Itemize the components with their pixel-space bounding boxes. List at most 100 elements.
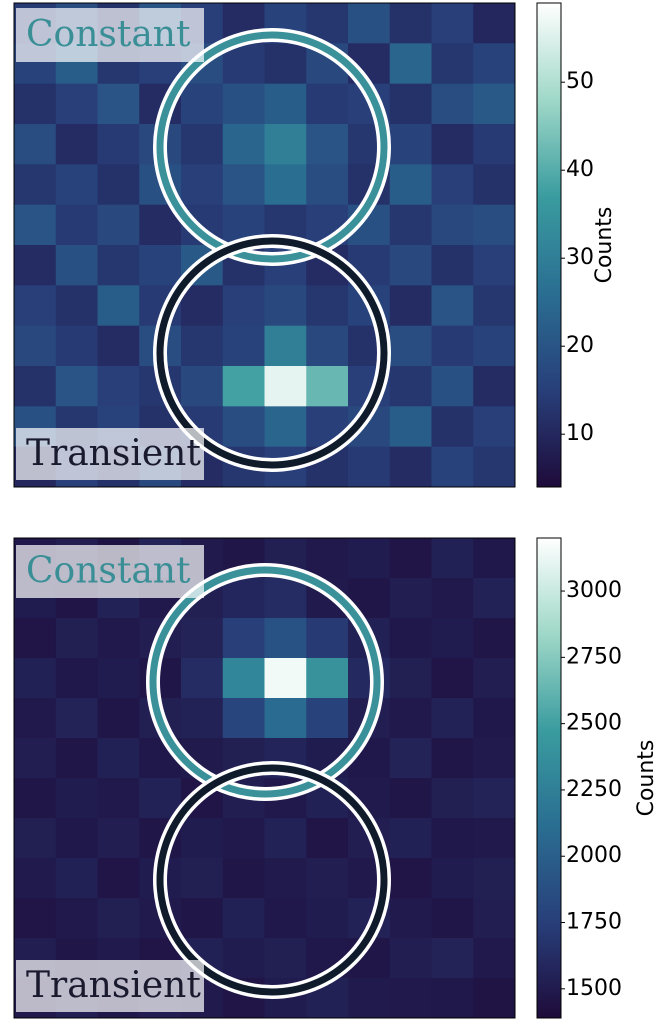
heatmap-cell	[389, 978, 432, 1019]
colorbar-tick-label: 2000	[566, 843, 622, 868]
heatmap-cell	[473, 818, 516, 859]
heatmap-cell	[222, 938, 265, 979]
heatmap-cell	[55, 738, 98, 779]
colorbar-label: Counts	[634, 740, 659, 817]
heatmap-cell	[181, 898, 224, 939]
heatmap-cell	[431, 446, 474, 488]
colorbar-tick-label: 2750	[566, 644, 622, 669]
annotation: Transient	[26, 433, 201, 474]
heatmap-cell	[14, 204, 57, 246]
colorbar-tick-label: 1500	[566, 976, 622, 1001]
heatmap-cell	[139, 245, 182, 286]
heatmap-cell	[431, 858, 474, 899]
heatmap-cell	[222, 325, 265, 367]
heatmap-cell	[14, 738, 57, 779]
heatmap-cell	[306, 858, 349, 899]
heatmap-cell	[55, 818, 98, 859]
heatmap-cell	[431, 778, 474, 819]
heatmap-cell	[14, 325, 57, 367]
heatmap-cell	[55, 83, 98, 125]
heatmap-cell	[181, 618, 224, 659]
heatmap-cell	[14, 285, 57, 327]
heatmap-cell	[14, 618, 57, 659]
heatmap-cell	[431, 406, 474, 448]
heatmap-cell	[473, 204, 516, 246]
heatmap-cell	[306, 164, 349, 206]
heatmap-cell	[431, 3, 474, 44]
heatmap-cell	[264, 43, 307, 85]
heatmap-cell	[14, 658, 57, 699]
heatmap-cell	[473, 285, 516, 327]
heatmap-cell	[55, 245, 98, 286]
heatmap-cell	[181, 164, 224, 206]
heatmap-cell	[264, 406, 307, 448]
heatmap-cell	[14, 778, 57, 819]
heatmap-cell	[431, 285, 474, 327]
colorbar-tick-label: 50	[566, 69, 594, 94]
heatmap-cell	[97, 778, 140, 819]
heatmap-cell	[55, 366, 98, 407]
heatmap-cell	[431, 578, 474, 619]
heatmap-cell	[473, 578, 516, 619]
heatmap-cell	[55, 698, 98, 739]
heatmap-cell	[181, 325, 224, 367]
heatmap-cell	[389, 285, 432, 327]
heatmap-cell	[222, 618, 265, 659]
heatmap-cell	[14, 818, 57, 859]
annotation-box	[16, 8, 204, 62]
heatmap-cell	[264, 285, 307, 327]
heatmap-cell	[222, 578, 265, 619]
heatmap-cell	[473, 3, 516, 44]
heatmap-cell	[181, 658, 224, 699]
heatmap-cell	[389, 366, 432, 407]
heatmap-cell	[222, 124, 265, 165]
heatmap-cell	[431, 325, 474, 367]
heatmap-cell	[389, 818, 432, 859]
heatmap-cell	[97, 818, 140, 859]
image-frame	[13, 2, 516, 488]
heatmap-cell	[222, 658, 265, 699]
heatmap-cell	[389, 938, 432, 979]
heatmap-cell	[389, 446, 432, 488]
heatmap-cell	[181, 698, 224, 739]
heatmap-cell	[181, 285, 224, 327]
heatmap-cell	[97, 325, 140, 367]
aperture	[156, 764, 388, 996]
heatmap-cell	[431, 204, 474, 246]
heatmap-cell	[473, 43, 516, 85]
heatmap-cell	[55, 898, 98, 939]
heatmap-cell	[181, 83, 224, 125]
heatmap-cell	[431, 938, 474, 979]
heatmap-cell	[389, 43, 432, 85]
heatmap-cell	[97, 204, 140, 246]
aperture	[149, 566, 381, 798]
panel: Constant Transient 1500 1750 2000 2250 2500 275…	[13, 537, 659, 1019]
heatmap-cell	[14, 245, 57, 286]
heatmap-cell	[97, 658, 140, 699]
heatmap-cell	[264, 578, 307, 619]
heatmap-cell	[431, 978, 474, 1019]
heatmap-cell	[431, 698, 474, 739]
heatmap-cell	[97, 124, 140, 165]
colorbar-tick-label: 2500	[566, 711, 622, 736]
heatmap-cell	[473, 978, 516, 1019]
heatmap-cell	[306, 818, 349, 859]
heatmap-cell	[97, 858, 140, 899]
heatmap-cell	[264, 698, 307, 739]
colorbar	[536, 2, 562, 488]
heatmap-cell	[473, 538, 516, 579]
heatmap-cell	[55, 658, 98, 699]
heatmap-cell	[55, 618, 98, 659]
heatmap-cell	[14, 898, 57, 939]
heatmap-cell	[264, 938, 307, 979]
heatmap-cell	[264, 898, 307, 939]
heatmap-cell	[55, 124, 98, 165]
heatmap-cell	[264, 366, 307, 407]
heatmap-cell	[55, 285, 98, 327]
heatmap-cell	[306, 658, 349, 699]
heatmap-cell	[97, 618, 140, 659]
colorbar-tick-label: 30	[566, 245, 594, 270]
heatmap-cell	[389, 618, 432, 659]
heatmap-cell	[55, 858, 98, 899]
heatmap-cell	[14, 366, 57, 407]
